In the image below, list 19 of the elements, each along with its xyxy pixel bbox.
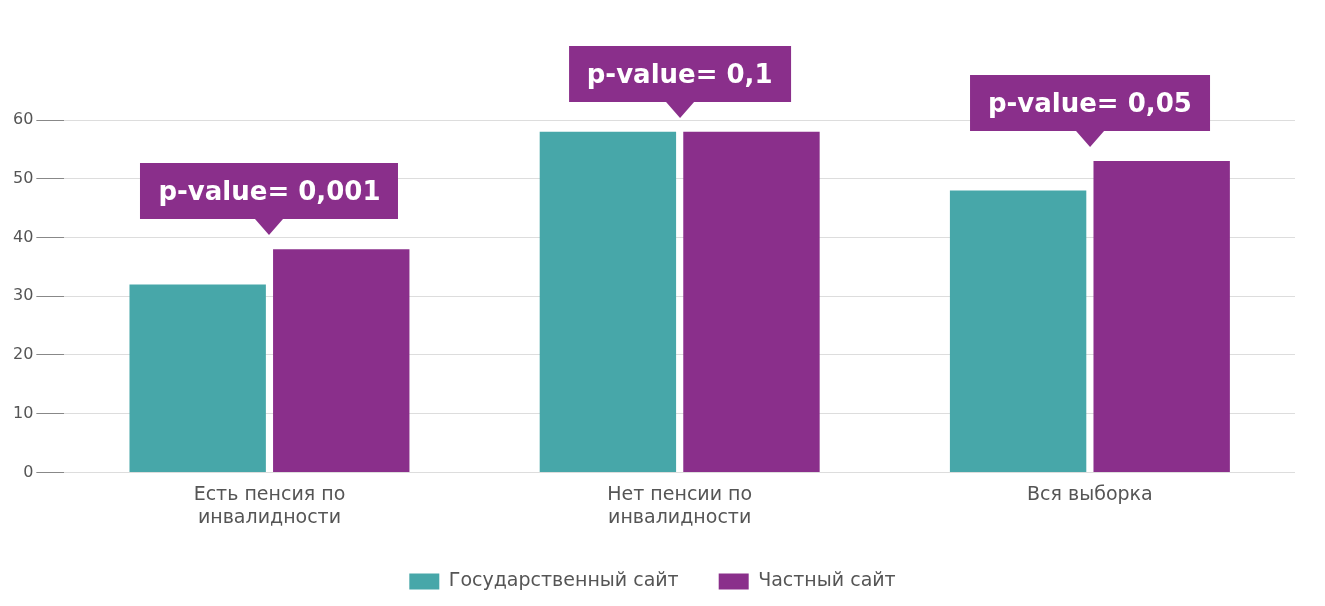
bar <box>539 131 677 472</box>
x-tick-label: Вся выборка <box>1027 481 1153 504</box>
bar <box>129 284 266 472</box>
y-tick-label: 0 <box>23 461 34 481</box>
bar <box>949 190 1087 472</box>
annotation: p-value= 0,001 <box>140 163 399 220</box>
legend-label: Частный сайт <box>758 568 896 591</box>
bar <box>273 249 410 472</box>
legend-label: Государственный сайт <box>448 568 679 591</box>
y-tick-label: 50 <box>13 167 34 187</box>
y-tick-label: 10 <box>13 402 34 422</box>
bar <box>1093 161 1230 472</box>
y-tick-label: 40 <box>13 226 34 246</box>
bar <box>683 131 820 472</box>
y-tick-label: 20 <box>13 344 34 364</box>
x-tick-label: Есть пенсия по инвалидности <box>193 481 346 527</box>
x-tick-label: Нет пенсии по инвалидности <box>607 481 753 527</box>
y-tick-label: 60 <box>13 109 34 129</box>
y-tick-label: 30 <box>13 285 34 305</box>
